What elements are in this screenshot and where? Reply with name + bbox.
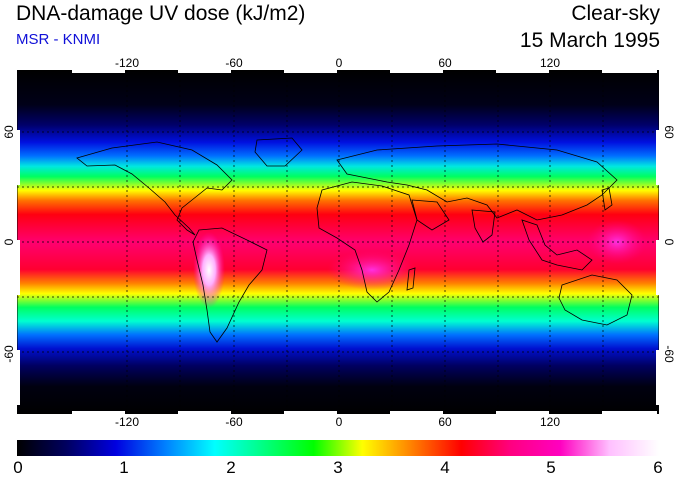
colorbar-tick-label: 3 <box>333 458 343 477</box>
lat-label-right: 60 <box>662 125 676 139</box>
date-label: 15 March 1995 <box>519 29 660 52</box>
lat-label-left: 60 <box>2 125 16 139</box>
lon-label-top: 60 <box>438 56 452 70</box>
lon-label-top: 0 <box>335 56 343 70</box>
lat-label-right: -60 <box>662 345 676 363</box>
eurasia-coast <box>336 143 618 221</box>
coastlines <box>76 137 633 343</box>
colorbar-tick-label: 1 <box>119 458 129 477</box>
india-coast <box>471 209 496 243</box>
lat-label-left: -60 <box>2 345 16 363</box>
uv-dose-map-graphic <box>17 70 659 414</box>
japan-coast <box>601 187 613 211</box>
source-label: MSR - KNMI <box>16 31 101 48</box>
south-america-coast <box>192 227 268 343</box>
sky-condition-label: Clear-sky <box>571 2 660 25</box>
lon-label-bottom: -120 <box>114 415 140 429</box>
lon-label-bottom: 0 <box>335 415 343 429</box>
africa-hotspot <box>327 250 417 290</box>
lon-label-bottom: 120 <box>539 415 561 429</box>
lat-label-right: 0 <box>662 238 676 246</box>
colorbar-tick-label: 5 <box>546 458 556 477</box>
map-border <box>17 70 659 414</box>
colorbar-tick-label: 6 <box>653 458 663 477</box>
lat-label-left: 0 <box>2 238 16 246</box>
colorbar-tick-label: 4 <box>440 458 450 477</box>
greenland-coast <box>254 137 303 167</box>
color-scale-bar <box>17 440 659 456</box>
lon-label-bottom: 60 <box>438 415 452 429</box>
lon-label-top: 120 <box>539 56 561 70</box>
australia-coast <box>558 274 633 326</box>
lon-label-bottom: -60 <box>225 415 243 429</box>
north-america-coast <box>76 141 233 236</box>
andes-hotspot <box>193 232 225 308</box>
lon-label-top: -120 <box>114 56 140 70</box>
madagascar-coast <box>406 267 416 291</box>
graticule <box>17 70 659 414</box>
colorbar-tick-label: 0 <box>13 458 23 477</box>
lon-label-top: -60 <box>225 56 243 70</box>
colorbar-tick-label: 2 <box>226 458 236 477</box>
arabia-coast <box>411 199 450 231</box>
map-title: DNA-damage UV dose (kJ/m2) <box>16 2 306 25</box>
southeast-asia-coast <box>521 219 593 271</box>
uv-dose-map <box>17 70 659 414</box>
